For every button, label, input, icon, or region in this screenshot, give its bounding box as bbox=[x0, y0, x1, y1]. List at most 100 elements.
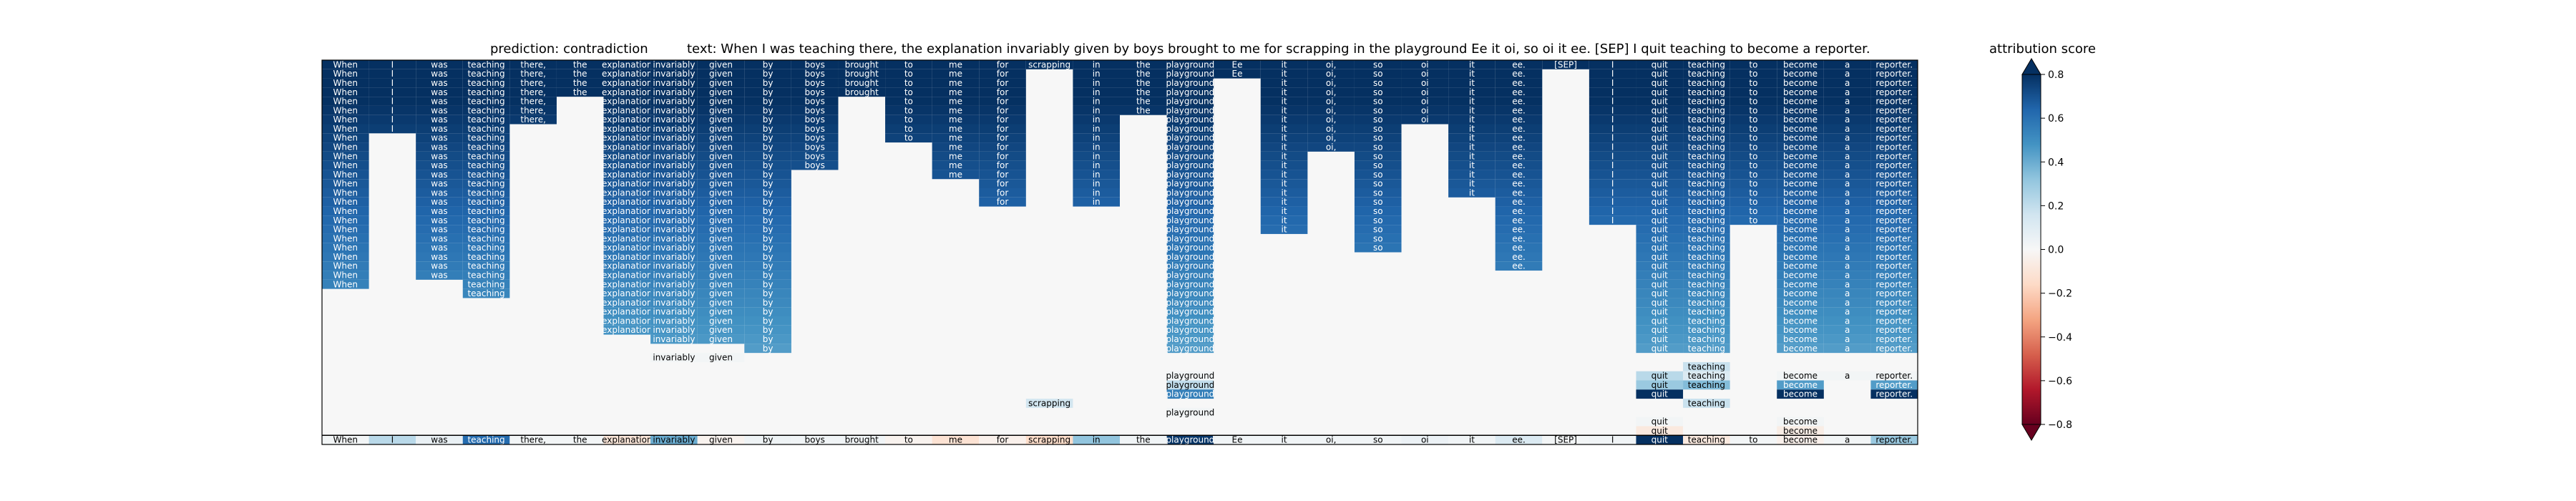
heatmap-cell bbox=[462, 105, 510, 115]
cell-label: given bbox=[709, 215, 733, 225]
cell-label: explanation bbox=[602, 78, 653, 88]
cell-label: to bbox=[904, 78, 913, 88]
heatmap-cell bbox=[1166, 160, 1214, 170]
cell-label: to bbox=[904, 435, 913, 445]
heatmap-cell bbox=[603, 160, 651, 170]
cell-label: given bbox=[709, 233, 733, 243]
cell-label: Ee bbox=[1231, 435, 1242, 445]
cell-label: become bbox=[1783, 225, 1818, 235]
cell-label: a bbox=[1845, 344, 1850, 354]
heatmap-cell bbox=[1777, 142, 1824, 152]
heatmap-cell bbox=[603, 325, 651, 335]
heatmap-cell bbox=[932, 435, 980, 444]
cell-label: to bbox=[1749, 170, 1757, 180]
heatmap-cell bbox=[1683, 87, 1730, 97]
cell-label: so bbox=[1373, 160, 1383, 170]
cell-label: playground bbox=[1166, 270, 1214, 280]
cell-label: teaching bbox=[1688, 279, 1725, 289]
heatmap-cell bbox=[462, 225, 510, 234]
cell-label: explanation bbox=[602, 233, 653, 243]
cell-label: teaching bbox=[1688, 215, 1725, 225]
cell-label: so bbox=[1373, 151, 1383, 161]
cell-label: teaching bbox=[1688, 170, 1725, 180]
cell-label: explanation bbox=[602, 298, 653, 308]
cell-label: [SEP] bbox=[1554, 59, 1577, 69]
heatmap-cell bbox=[1495, 206, 1543, 216]
heatmap-cell bbox=[1683, 298, 1730, 308]
cell-label: the bbox=[573, 78, 587, 88]
cell-label: teaching bbox=[467, 279, 504, 289]
heatmap-cell bbox=[462, 115, 510, 125]
cell-label: by bbox=[763, 97, 774, 107]
cell-label: reporter. bbox=[1875, 197, 1913, 207]
heatmap-cell bbox=[791, 97, 839, 106]
cell-label: teaching bbox=[467, 133, 504, 143]
cell-label: invariably bbox=[653, 225, 695, 235]
cell-label: so bbox=[1373, 188, 1383, 198]
cell-label: playground bbox=[1166, 298, 1214, 308]
heatmap-cell bbox=[650, 271, 698, 280]
heatmap-cell bbox=[791, 142, 839, 152]
heatmap-cell bbox=[1683, 60, 1730, 69]
heatmap-cell bbox=[1636, 115, 1684, 125]
heatmap-cell bbox=[1260, 188, 1308, 198]
heatmap-cell bbox=[1636, 252, 1684, 262]
cell-label: When bbox=[333, 142, 358, 152]
heatmap-cell bbox=[1448, 142, 1496, 152]
heatmap-cell bbox=[1823, 179, 1871, 188]
heatmap-cell bbox=[1636, 271, 1684, 280]
cell-label: quit bbox=[1652, 334, 1669, 344]
cell-label: teaching bbox=[467, 151, 504, 161]
cell-label: was bbox=[431, 69, 447, 79]
cell-label: teaching bbox=[1688, 206, 1725, 216]
heatmap-cell bbox=[1495, 60, 1543, 69]
cell-label: teaching bbox=[467, 78, 504, 88]
heatmap-cell bbox=[838, 69, 886, 79]
cell-label: reporter. bbox=[1875, 371, 1913, 381]
cell-label: me bbox=[949, 69, 962, 79]
cell-label: to bbox=[1749, 115, 1757, 125]
cell-label: was bbox=[431, 59, 447, 69]
cell-label: invariably bbox=[653, 87, 695, 97]
cell-label: invariably bbox=[653, 69, 695, 79]
heatmap-cell bbox=[1823, 142, 1871, 152]
heatmap-cell bbox=[556, 69, 604, 79]
heatmap-cell bbox=[1354, 206, 1402, 216]
cell-label: quit bbox=[1652, 197, 1669, 207]
heatmap-cell bbox=[697, 87, 745, 97]
heatmap-cell bbox=[1448, 435, 1496, 444]
heatmap-cell bbox=[1729, 78, 1777, 88]
heatmap-cell bbox=[1729, 435, 1777, 444]
cell-label: invariably bbox=[653, 133, 695, 143]
cell-label: in bbox=[1093, 151, 1101, 161]
cell-label: When bbox=[333, 215, 358, 225]
heatmap-cell bbox=[1354, 87, 1402, 97]
cell-label: me bbox=[949, 142, 962, 152]
cell-label: it bbox=[1282, 59, 1287, 69]
heatmap-cell bbox=[1636, 325, 1684, 335]
heatmap-cell bbox=[509, 60, 557, 69]
heatmap-cell bbox=[462, 133, 510, 143]
cell-label: explanation bbox=[602, 252, 653, 262]
heatmap-cell bbox=[1166, 188, 1214, 198]
cell-label: explanation bbox=[602, 124, 653, 134]
cell-label: given bbox=[709, 105, 733, 115]
cell-label: reporter. bbox=[1875, 252, 1913, 262]
cell-label: quit bbox=[1652, 206, 1669, 216]
cell-label: I bbox=[1611, 206, 1614, 216]
cell-label: playground bbox=[1166, 179, 1214, 189]
cell-label: quit bbox=[1652, 69, 1669, 79]
cell-label: invariably bbox=[653, 179, 695, 189]
cell-label: I bbox=[1611, 97, 1614, 107]
cell-label: a bbox=[1845, 197, 1850, 207]
heatmap-cell bbox=[1683, 252, 1730, 262]
cell-label: it bbox=[1282, 142, 1287, 152]
heatmap-cell bbox=[932, 60, 980, 69]
cell-label: teaching bbox=[1688, 261, 1725, 271]
cell-label: I bbox=[391, 435, 394, 445]
heatmap-cell bbox=[1636, 97, 1684, 106]
heatmap-cell bbox=[1683, 279, 1730, 289]
cell-label: so bbox=[1373, 206, 1383, 216]
heatmap-cell bbox=[1260, 87, 1308, 97]
heatmap-cell bbox=[1683, 197, 1730, 207]
